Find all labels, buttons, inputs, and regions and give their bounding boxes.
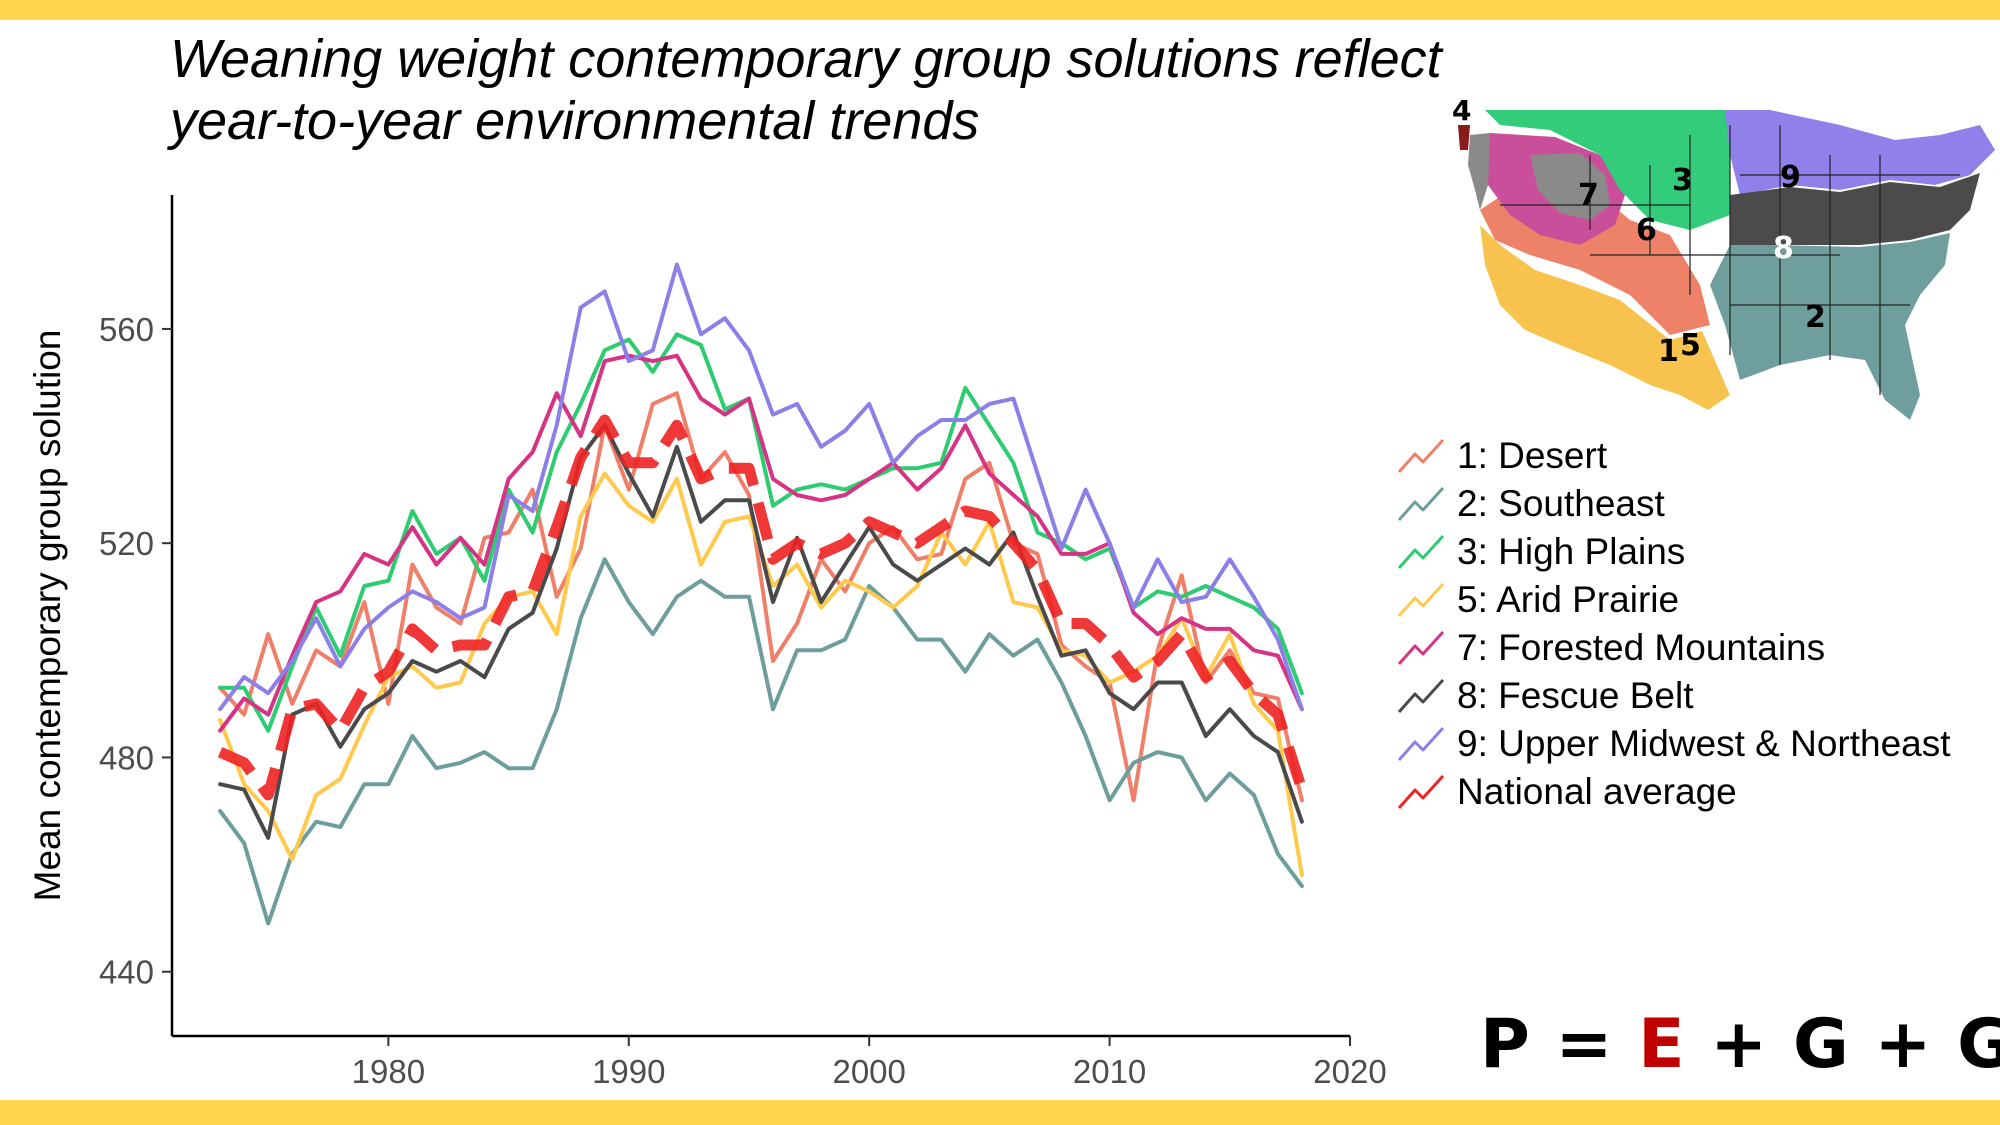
legend-label: 9: Upper Midwest & Northeast bbox=[1457, 723, 1951, 764]
map-region-4-marker bbox=[1458, 125, 1470, 150]
x-tick-label: 2020 bbox=[1313, 1053, 1386, 1090]
map-region-arid-prairie bbox=[1480, 225, 1730, 410]
legend-item: 5: Arid Prairie bbox=[1395, 576, 1951, 624]
map-region-high-plains bbox=[1485, 110, 1730, 230]
series-line-6 bbox=[218, 423, 1304, 840]
legend-swatch bbox=[1397, 630, 1445, 665]
map-region-label: 7 bbox=[1578, 178, 1599, 213]
legend-swatch bbox=[1397, 774, 1445, 809]
legend-label: 3: High Plains bbox=[1457, 531, 1686, 572]
equation-remainder: + G + G*E bbox=[1710, 1005, 2000, 1084]
legend-swatch bbox=[1397, 438, 1445, 473]
map-state-outline bbox=[1500, 125, 1960, 395]
map-region-label: 3 bbox=[1672, 163, 1693, 198]
legend-item: 7: Forested Mountains bbox=[1395, 624, 1951, 672]
slide-title-line-2: year-to-year environmental trends bbox=[170, 91, 980, 151]
map-region-label: 1 bbox=[1658, 334, 1679, 369]
y-tick-label: 480 bbox=[99, 739, 154, 776]
series-line-1 bbox=[218, 391, 1304, 803]
map-region-label: 8 bbox=[1773, 231, 1794, 266]
bottom-accent-band bbox=[0, 1100, 2000, 1125]
y-axis-ticks: 440 480 520 560 bbox=[99, 311, 172, 991]
legend-swatch bbox=[1397, 582, 1445, 617]
equation-equals: = bbox=[1530, 1005, 1639, 1084]
map-region-label: 9 bbox=[1780, 160, 1801, 195]
legend-item: 2: Southeast bbox=[1395, 480, 1951, 528]
x-axis-ticks: 1980 1990 2000 2010 2020 bbox=[352, 1036, 1387, 1090]
genetics-equation: P = E + G + G*E bbox=[1480, 1005, 2000, 1084]
map-region-label: 6 bbox=[1636, 213, 1657, 248]
y-axis-label: Mean contemporary group solution bbox=[27, 330, 68, 902]
map-region-label: 5 bbox=[1680, 328, 1701, 363]
x-tick-label: 2010 bbox=[1073, 1053, 1146, 1090]
legend-swatch bbox=[1397, 486, 1445, 521]
chart-axes bbox=[170, 195, 1350, 1038]
legend-label: 5: Arid Prairie bbox=[1457, 579, 1680, 620]
legend-label: National average bbox=[1457, 771, 1737, 812]
map-region-pacific-coast bbox=[1468, 133, 1490, 210]
legend-label: 1: Desert bbox=[1457, 435, 1608, 476]
equation-environment: E bbox=[1638, 1005, 1686, 1084]
y-tick-label: 560 bbox=[99, 311, 154, 348]
x-tick-label: 1990 bbox=[592, 1053, 665, 1090]
x-tick-label: 2000 bbox=[832, 1053, 905, 1090]
legend-item: National average bbox=[1395, 768, 1951, 816]
legend-label: 8: Fescue Belt bbox=[1457, 675, 1694, 716]
legend-swatch bbox=[1397, 534, 1445, 569]
legend-label: 2: Southeast bbox=[1457, 483, 1665, 524]
y-tick-label: 520 bbox=[99, 525, 154, 562]
top-accent-band bbox=[0, 0, 2000, 20]
series-line-2 bbox=[218, 557, 1304, 926]
map-region-label: 2 bbox=[1805, 300, 1826, 335]
slide-title: Weaning weight contemporary group soluti… bbox=[170, 28, 1470, 152]
legend-swatch bbox=[1397, 678, 1445, 713]
map-region-label: 4 bbox=[1452, 95, 1471, 127]
slide-title-line-1: Weaning weight contemporary group soluti… bbox=[170, 29, 1442, 89]
legend-item: 8: Fescue Belt bbox=[1395, 672, 1951, 720]
x-tick-label: 1980 bbox=[352, 1053, 425, 1090]
legend-item: 1: Desert bbox=[1395, 432, 1951, 480]
map-region-upper-midwest-northeast bbox=[1725, 110, 1995, 195]
us-regions-map: 1 2 3 4 5 6 7 8 9 bbox=[1452, 95, 1995, 420]
legend-swatch bbox=[1397, 726, 1445, 761]
map-region-fescue-belt bbox=[1730, 173, 1980, 245]
legend-label: 7: Forested Mountains bbox=[1457, 627, 1826, 668]
series-lines bbox=[217, 262, 1308, 926]
equation-phenotype: P bbox=[1480, 1005, 1531, 1084]
chart-legend: 1: Desert 2: Southeast 3: High Plains 5: Ar… bbox=[1395, 432, 1951, 816]
series-line-7 bbox=[218, 262, 1304, 712]
series-line-8 bbox=[217, 414, 1308, 801]
legend-item: 3: High Plains bbox=[1395, 528, 1951, 576]
y-tick-label: 440 bbox=[99, 954, 154, 991]
legend-item: 9: Upper Midwest & Northeast bbox=[1395, 720, 1951, 768]
